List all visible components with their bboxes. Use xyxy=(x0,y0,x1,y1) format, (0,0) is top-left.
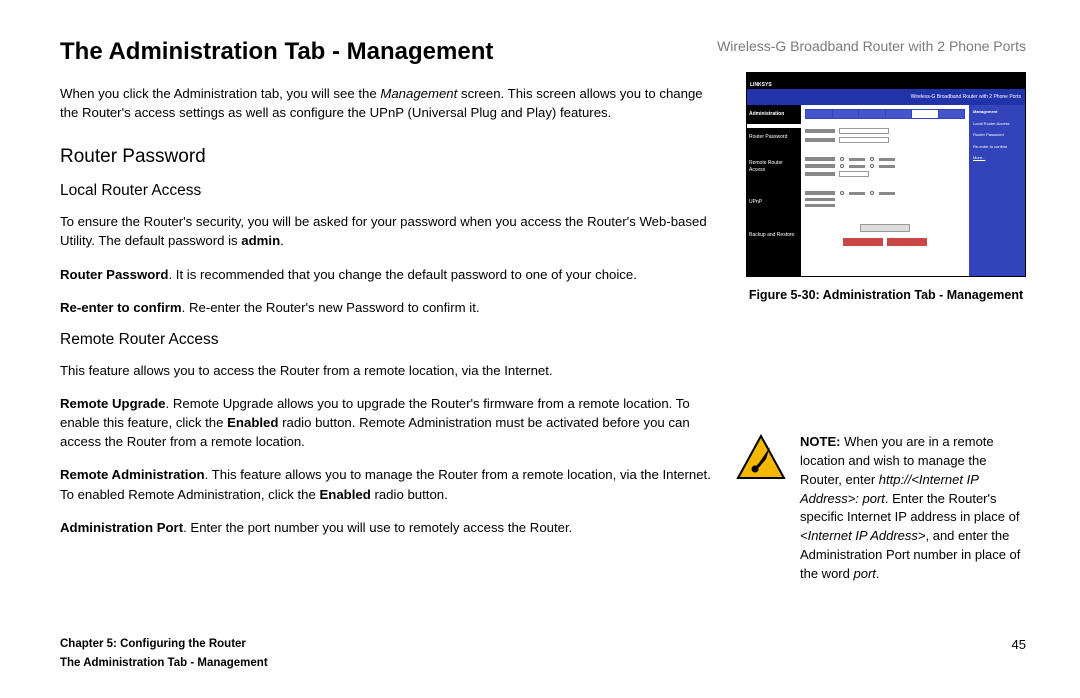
text: . Enter the port number you will use to … xyxy=(183,520,572,535)
text: radio button. xyxy=(371,487,448,502)
fig-tabs xyxy=(805,109,965,119)
fig-body: Administration Router Password Remote Ro… xyxy=(747,105,1025,276)
bold-remote-admin: Remote Administration xyxy=(60,467,205,482)
remote-para-2: Remote Upgrade. Remote Upgrade allows yo… xyxy=(60,394,720,451)
figure-screenshot: LINKSYS Wireless-G Broadband Router with… xyxy=(746,72,1026,277)
bold-remote-upgrade: Remote Upgrade xyxy=(60,396,166,411)
fig-product-header: Wireless-G Broadband Router with 2 Phone… xyxy=(747,89,1025,105)
heading-local-access: Local Router Access xyxy=(60,182,720,200)
note-port: port xyxy=(853,566,875,581)
fig-right-col: Management Local Router Access Router Pa… xyxy=(969,105,1025,276)
bold-enabled2: Enabled xyxy=(320,487,371,502)
remote-para-1: This feature allows you to access the Ro… xyxy=(60,361,720,380)
remote-para-3: Remote Administration. This feature allo… xyxy=(60,465,720,503)
fig-right-item: Router Password xyxy=(973,132,1021,138)
intro-text-a: When you click the Administration tab, y… xyxy=(60,86,380,101)
bold-admin-port: Administration Port xyxy=(60,520,183,535)
intro-em: Management xyxy=(380,86,457,101)
bold-enabled: Enabled xyxy=(227,415,278,430)
text: To ensure the Router's security, you wil… xyxy=(60,214,707,248)
local-para-2: Router Password. It is recommended that … xyxy=(60,265,720,284)
fig-left-item: UPnP xyxy=(747,196,801,209)
fig-left-col: Administration Router Password Remote Ro… xyxy=(747,105,801,276)
page-footer: Chapter 5: Configuring the Router 45 The… xyxy=(60,636,1026,672)
text: . It is recommended that you change the … xyxy=(168,267,636,282)
note-d: . xyxy=(876,566,880,581)
figure-caption: Figure 5-30: Administration Tab - Manage… xyxy=(746,287,1026,303)
fig-right-more: More... xyxy=(973,155,1021,161)
fig-tab-label: Administration xyxy=(747,105,801,121)
fig-center-col xyxy=(801,105,969,276)
fig-left-item: Backup and Restore xyxy=(747,229,801,242)
remote-para-4: Administration Port. Enter the port numb… xyxy=(60,518,720,537)
bold-admin: admin xyxy=(241,233,280,248)
warning-icon xyxy=(736,433,786,483)
note-block: NOTE: When you are in a remote location … xyxy=(736,433,1026,584)
note-label: NOTE: xyxy=(800,434,840,449)
footer-chapter: Chapter 5: Configuring the Router xyxy=(60,636,246,655)
heading-router-password: Router Password xyxy=(60,146,720,168)
fig-header-text: Wireless-G Broadband Router with 2 Phone… xyxy=(911,94,1021,100)
fig-backup-button xyxy=(860,224,910,232)
local-para-3: Re-enter to confirm. Re-enter the Router… xyxy=(60,298,720,317)
fig-right-item: Local Router Access xyxy=(973,121,1021,127)
fig-brandbar: LINKSYS xyxy=(747,73,1025,89)
fig-left-item: Router Password xyxy=(747,131,801,144)
fig-save-button xyxy=(843,238,883,246)
text: . Re-enter the Router's new Password to … xyxy=(182,300,480,315)
note-text: NOTE: When you are in a remote location … xyxy=(800,433,1026,584)
fig-right-title: Management xyxy=(973,109,1021,115)
note-ip: <Internet IP Address> xyxy=(800,528,926,543)
main-content: When you click the Administration tab, y… xyxy=(60,84,720,537)
text: . xyxy=(280,233,284,248)
footer-section: The Administration Tab - Management xyxy=(60,655,1026,672)
product-header: Wireless-G Broadband Router with 2 Phone… xyxy=(717,38,1026,54)
bold-router-password: Router Password xyxy=(60,267,168,282)
heading-remote-access: Remote Router Access xyxy=(60,331,720,349)
figure-block: LINKSYS Wireless-G Broadband Router with… xyxy=(746,72,1026,303)
page-number: 45 xyxy=(1012,636,1026,655)
fig-right-item: Re-enter to confirm xyxy=(973,144,1021,150)
fig-brand: LINKSYS xyxy=(747,82,772,88)
fig-cancel-button xyxy=(887,238,927,246)
bold-reenter: Re-enter to confirm xyxy=(60,300,182,315)
local-para-1: To ensure the Router's security, you wil… xyxy=(60,212,720,250)
intro-paragraph: When you click the Administration tab, y… xyxy=(60,84,720,122)
fig-left-item: Remote Router Access xyxy=(747,157,801,176)
